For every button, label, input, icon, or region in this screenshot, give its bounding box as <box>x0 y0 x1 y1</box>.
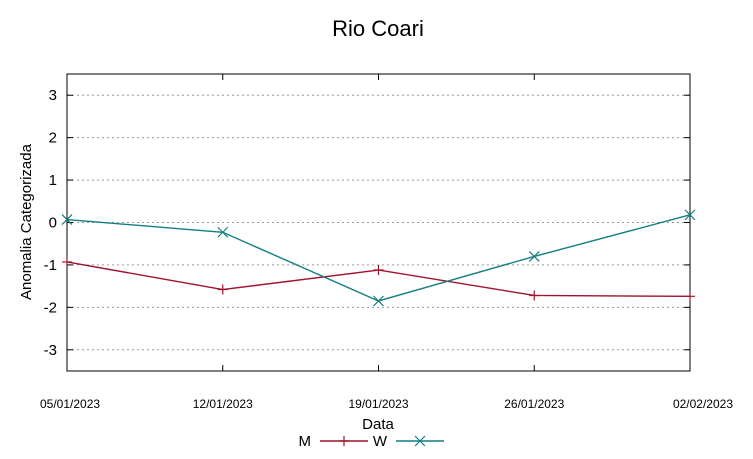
data-point <box>217 284 228 295</box>
data-point <box>61 214 73 225</box>
data-point <box>529 290 540 301</box>
data-point <box>62 256 72 267</box>
y-tick-label: -2 <box>44 299 57 316</box>
y-tick-label: -3 <box>44 342 57 359</box>
x-tick-label: 05/01/2023 <box>40 397 100 411</box>
data-point <box>339 436 349 446</box>
series-group <box>61 209 696 307</box>
data-point <box>414 435 426 447</box>
legend-label: W <box>373 433 388 450</box>
x-tick-label: 02/02/2023 <box>673 397 733 411</box>
data-point <box>373 265 384 276</box>
data-point <box>373 295 384 307</box>
x-tick-label: 12/01/2023 <box>193 397 253 411</box>
y-axis-label: Anomalia Categorizada <box>18 143 35 300</box>
x-tick-label: 19/01/2023 <box>348 397 408 411</box>
x-tick-label: 26/01/2023 <box>504 397 564 411</box>
chart-title: Rio Coari <box>332 16 424 41</box>
grid <box>67 94 690 351</box>
y-tick-label: 3 <box>49 87 57 104</box>
x-axis: 05/01/2023 12/01/2023 19/01/2023 26/01/2023… <box>40 74 733 411</box>
x-axis-label: Data <box>362 416 394 433</box>
legend-label: M <box>299 433 312 450</box>
data-point <box>685 291 695 302</box>
y-tick-label: 0 <box>49 215 57 232</box>
y-tick-label: 2 <box>49 130 57 147</box>
data-point <box>684 209 696 221</box>
y-tick-label: 1 <box>49 172 57 189</box>
series-w <box>61 209 696 307</box>
series-line <box>66 214 691 302</box>
y-tick-label: -1 <box>44 257 57 274</box>
data-point <box>528 251 540 262</box>
series-m <box>62 256 695 302</box>
data-point <box>217 226 229 238</box>
